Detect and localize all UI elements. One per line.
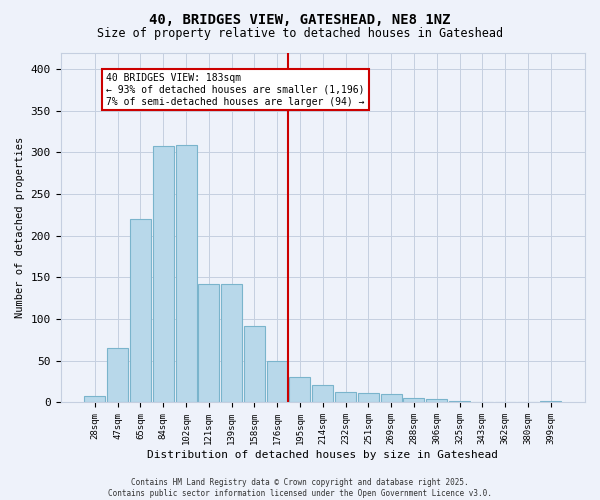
Bar xyxy=(130,219,151,402)
Bar xyxy=(403,398,424,402)
Bar xyxy=(266,361,287,403)
Text: 40 BRIDGES VIEW: 183sqm
← 93% of detached houses are smaller (1,196)
7% of semi-: 40 BRIDGES VIEW: 183sqm ← 93% of detache… xyxy=(106,74,365,106)
Bar xyxy=(153,146,174,403)
Bar xyxy=(380,394,401,402)
Bar xyxy=(449,401,470,402)
Bar xyxy=(221,284,242,403)
Text: Contains HM Land Registry data © Crown copyright and database right 2025.
Contai: Contains HM Land Registry data © Crown c… xyxy=(108,478,492,498)
Y-axis label: Number of detached properties: Number of detached properties xyxy=(15,137,25,318)
Bar xyxy=(244,326,265,402)
Bar xyxy=(312,385,333,402)
Bar xyxy=(540,401,561,402)
Bar xyxy=(107,348,128,403)
Bar xyxy=(176,145,197,403)
Text: 40, BRIDGES VIEW, GATESHEAD, NE8 1NZ: 40, BRIDGES VIEW, GATESHEAD, NE8 1NZ xyxy=(149,12,451,26)
X-axis label: Distribution of detached houses by size in Gateshead: Distribution of detached houses by size … xyxy=(147,450,498,460)
Bar xyxy=(289,378,310,402)
Bar xyxy=(85,396,106,402)
Bar xyxy=(335,392,356,402)
Text: Size of property relative to detached houses in Gateshead: Size of property relative to detached ho… xyxy=(97,28,503,40)
Bar xyxy=(426,399,447,402)
Bar xyxy=(358,394,379,402)
Bar xyxy=(199,284,219,403)
